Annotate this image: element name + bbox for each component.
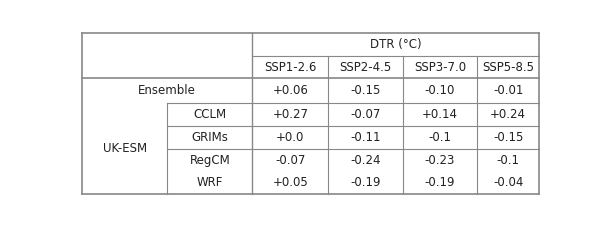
Text: UK-ESM: UK-ESM [102,142,147,155]
Text: CCLM: CCLM [193,108,227,121]
Text: -0.1: -0.1 [497,154,520,167]
Text: -0.01: -0.01 [493,84,524,97]
Text: SSP1-2.6: SSP1-2.6 [264,61,316,74]
Text: +0.06: +0.06 [273,84,308,97]
Text: +0.14: +0.14 [422,108,458,121]
Text: WRF: WRF [196,176,223,189]
Text: -0.10: -0.10 [425,84,455,97]
Text: SSP3-7.0: SSP3-7.0 [414,61,466,74]
Text: -0.19: -0.19 [425,176,455,189]
Text: -0.15: -0.15 [350,84,381,97]
Text: SSP2-4.5: SSP2-4.5 [339,61,391,74]
Text: -0.15: -0.15 [493,130,524,144]
Text: SSP5-8.5: SSP5-8.5 [482,61,534,74]
Text: -0.11: -0.11 [350,130,381,144]
Text: -0.07: -0.07 [275,154,305,167]
Text: -0.1: -0.1 [428,130,451,144]
Text: -0.24: -0.24 [350,154,381,167]
Text: +0.05: +0.05 [273,176,308,189]
Text: RegCM: RegCM [190,154,230,167]
Text: Ensemble: Ensemble [138,84,196,97]
Text: -0.04: -0.04 [493,176,524,189]
Text: GRIMs: GRIMs [191,130,228,144]
Text: -0.07: -0.07 [350,108,381,121]
Text: -0.19: -0.19 [350,176,381,189]
Text: +0.24: +0.24 [490,108,526,121]
Text: +0.27: +0.27 [273,108,308,121]
Text: DTR (°C): DTR (°C) [370,38,422,51]
Text: -0.23: -0.23 [425,154,455,167]
Text: +0.0: +0.0 [276,130,305,144]
